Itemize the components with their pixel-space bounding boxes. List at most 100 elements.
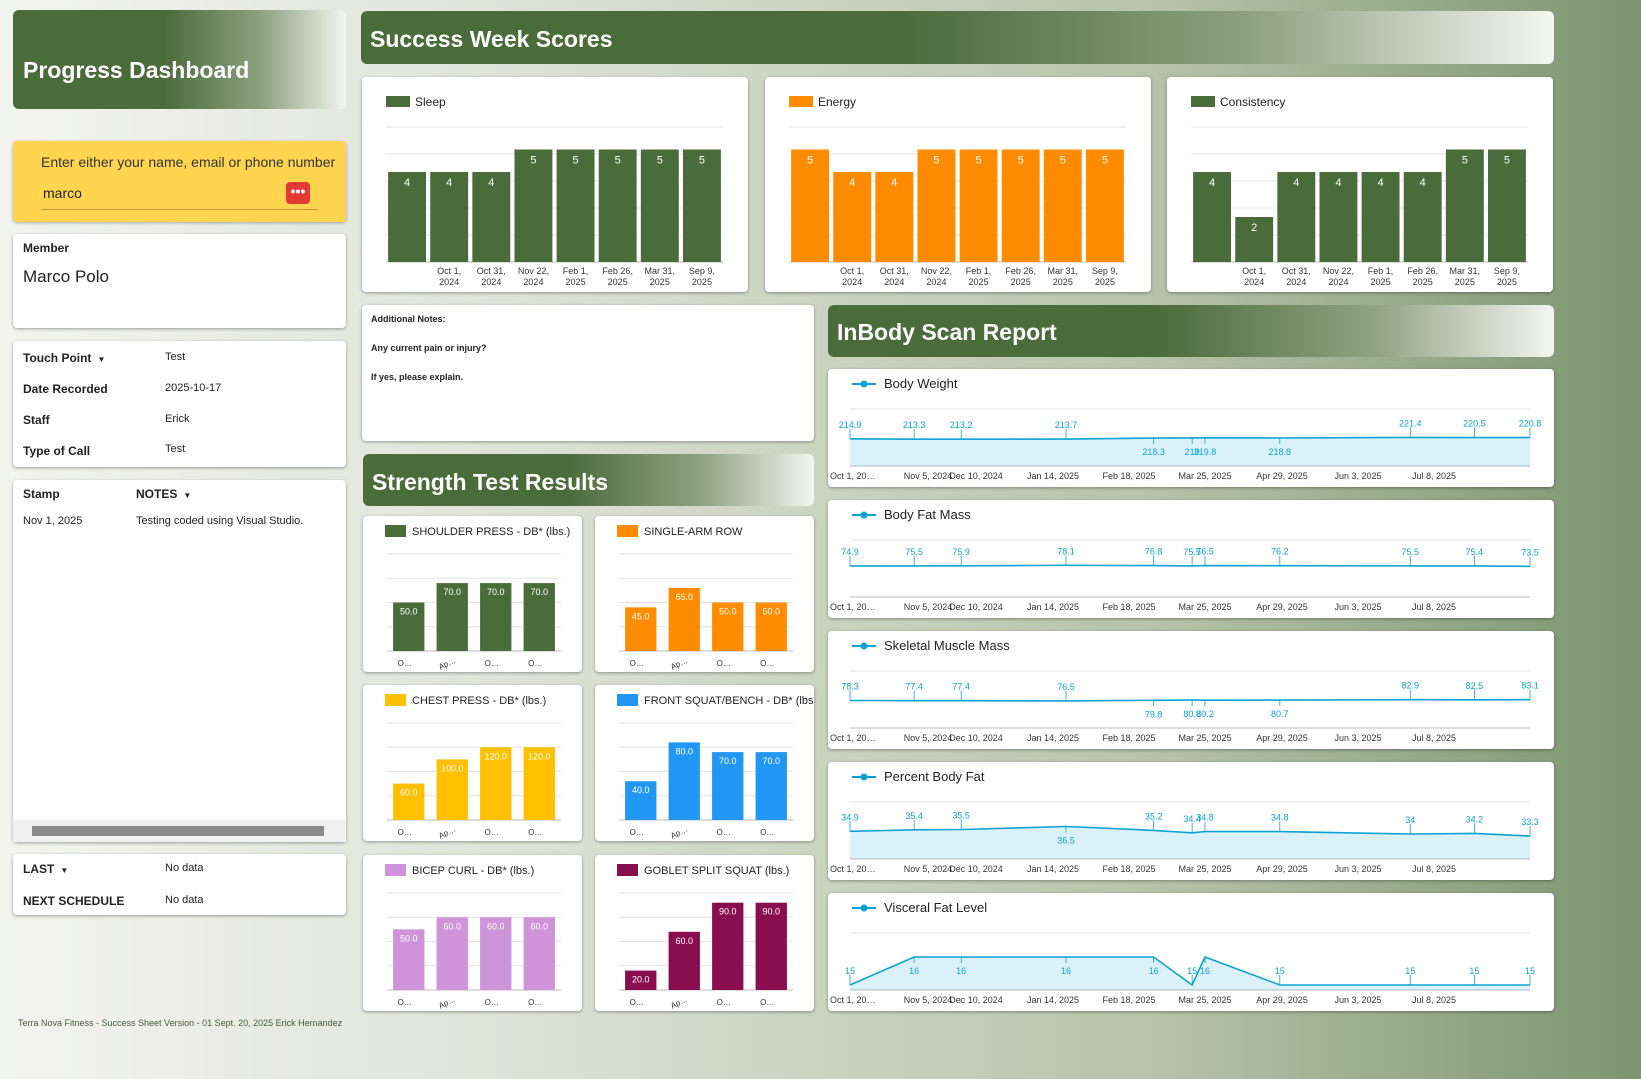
data-label: 76.5	[1057, 682, 1075, 692]
data-label: 33.3	[1521, 817, 1539, 827]
legend-dot	[860, 904, 868, 912]
data-label: 80.0	[675, 746, 693, 756]
legend-swatch	[385, 864, 406, 876]
data-label: 76.8	[1145, 547, 1163, 557]
bar	[1445, 149, 1484, 262]
notes-row-stamp: Nov 1, 2025	[23, 515, 83, 527]
search-input[interactable]: marco •••	[41, 179, 318, 210]
tick-label: Jul 8, 2025	[1412, 995, 1456, 1005]
data-label: 60.0	[487, 921, 505, 931]
tick-label: Sep 9,	[1092, 266, 1118, 276]
legend-dot	[860, 380, 868, 388]
tick-label: Jun 3, 2025	[1334, 733, 1381, 743]
tick-label: Apr 29, 2025	[1256, 864, 1308, 874]
tick-label: O…	[717, 659, 731, 668]
password-manager-icon[interactable]: •••	[286, 182, 310, 204]
tick-label: Feb 18, 2025	[1102, 864, 1155, 874]
data-label: 4	[891, 177, 897, 189]
area-fill	[850, 437, 1530, 466]
bar	[1487, 149, 1526, 262]
type-of-call-label: Type of Call	[23, 444, 91, 458]
legend-label: BICEP CURL - DB* (lbs.)	[412, 865, 534, 877]
bar	[436, 917, 468, 990]
data-label: 60.0	[443, 921, 461, 931]
legend-label: Sleep	[415, 95, 446, 109]
bar	[712, 752, 744, 820]
series-line	[849, 436, 1530, 440]
legend-swatch	[617, 864, 638, 876]
last-value: No data	[165, 862, 204, 874]
data-label: 5	[530, 155, 536, 167]
scrollbar-thumb[interactable]	[32, 826, 324, 836]
tick-label: Mar 31,	[645, 266, 676, 276]
tick-label: Mar 25, 2025	[1178, 733, 1231, 743]
data-label: 82.9	[1401, 681, 1419, 691]
member-label: Member	[23, 241, 70, 255]
tick-label: O…	[630, 659, 644, 668]
bar	[712, 602, 744, 651]
data-label: 16	[956, 966, 966, 976]
data-label: 5	[699, 155, 705, 167]
goblet-squat-chart: GOBLET SPLIT SQUAT (lbs.) 20.0 O… 60.0 Ap… 90…	[617, 864, 793, 1011]
tick-label: O…	[760, 998, 774, 1007]
tick-label: 2025	[608, 277, 628, 287]
data-label: 75.5	[1401, 547, 1419, 557]
bar	[1403, 172, 1442, 262]
member-name: Marco Polo	[23, 267, 109, 286]
data-label: 16	[1149, 966, 1159, 976]
skeletal-muscle-chart: Skeletal Muscle Mass 78.3 77.4 77.4 76.5 79.8…	[830, 638, 1539, 743]
data-label: 2	[1251, 222, 1257, 234]
bar	[1361, 172, 1400, 262]
data-label: 5	[1102, 155, 1108, 167]
data-label: 76.5	[1196, 547, 1214, 557]
stamp-column-header[interactable]: Stamp	[23, 487, 60, 501]
touch-point-label[interactable]: Touch Point ▼	[23, 351, 106, 365]
data-label: 70.0	[530, 587, 548, 597]
tick-label: Oct 1, 20…	[830, 471, 876, 481]
tick-label: 2025	[1455, 277, 1475, 287]
tick-label: 2025	[969, 277, 989, 287]
tick-label: O…	[630, 998, 644, 1007]
data-label: 35.2	[1145, 811, 1163, 821]
data-label: 16	[1061, 966, 1071, 976]
data-label: 220.8	[1519, 419, 1542, 429]
tick-label: Sep 9,	[689, 266, 715, 276]
tick-label: Mar 25, 2025	[1178, 471, 1231, 481]
tick-label: Feb 26,	[1005, 266, 1036, 276]
tick-label: O…	[398, 828, 412, 837]
last-label[interactable]: LAST ▼	[23, 862, 69, 876]
tick-label: Dec 10, 2024	[949, 864, 1003, 874]
data-label: 5	[807, 155, 813, 167]
data-label: 15	[845, 966, 855, 976]
details-card: Touch Point ▼ Test Date Recorded 2025-10-…	[13, 341, 346, 467]
bar	[625, 607, 657, 651]
data-label: 34.8	[1271, 813, 1289, 823]
data-label: 15	[1405, 966, 1415, 976]
bar	[668, 931, 700, 990]
dashboard-title-banner: Progress Dashboard	[13, 10, 346, 109]
horizontal-scrollbar[interactable]	[13, 820, 346, 842]
tick-label: Ap…	[437, 995, 457, 1011]
notes-column-header[interactable]: NOTES ▼	[136, 487, 192, 501]
data-label: 4	[1209, 177, 1215, 189]
tick-label: Oct 1, 20…	[830, 733, 876, 743]
bar	[1085, 149, 1124, 262]
tick-label: O…	[485, 659, 499, 668]
data-label: 79.8	[1145, 709, 1163, 719]
tick-label: Nov 5, 2024	[904, 471, 953, 481]
bar	[393, 929, 425, 990]
next-schedule-value: No data	[165, 894, 204, 906]
data-label: 90.0	[762, 907, 780, 917]
tick-label: Feb 18, 2025	[1102, 602, 1155, 612]
data-label: 78.1	[1057, 546, 1075, 556]
data-label: 220.5	[1463, 419, 1486, 429]
explain-prompt: If yes, please explain.	[371, 372, 464, 382]
data-label: 100.0	[441, 763, 464, 773]
single-arm-row-card: SINGLE-ARM ROW 45.0 O… 65.0 Ap… 50.0 O… 50.0 O…	[595, 516, 814, 672]
tick-label: Feb 18, 2025	[1102, 471, 1155, 481]
data-label: 4	[1293, 177, 1299, 189]
legend-dot	[860, 642, 868, 650]
